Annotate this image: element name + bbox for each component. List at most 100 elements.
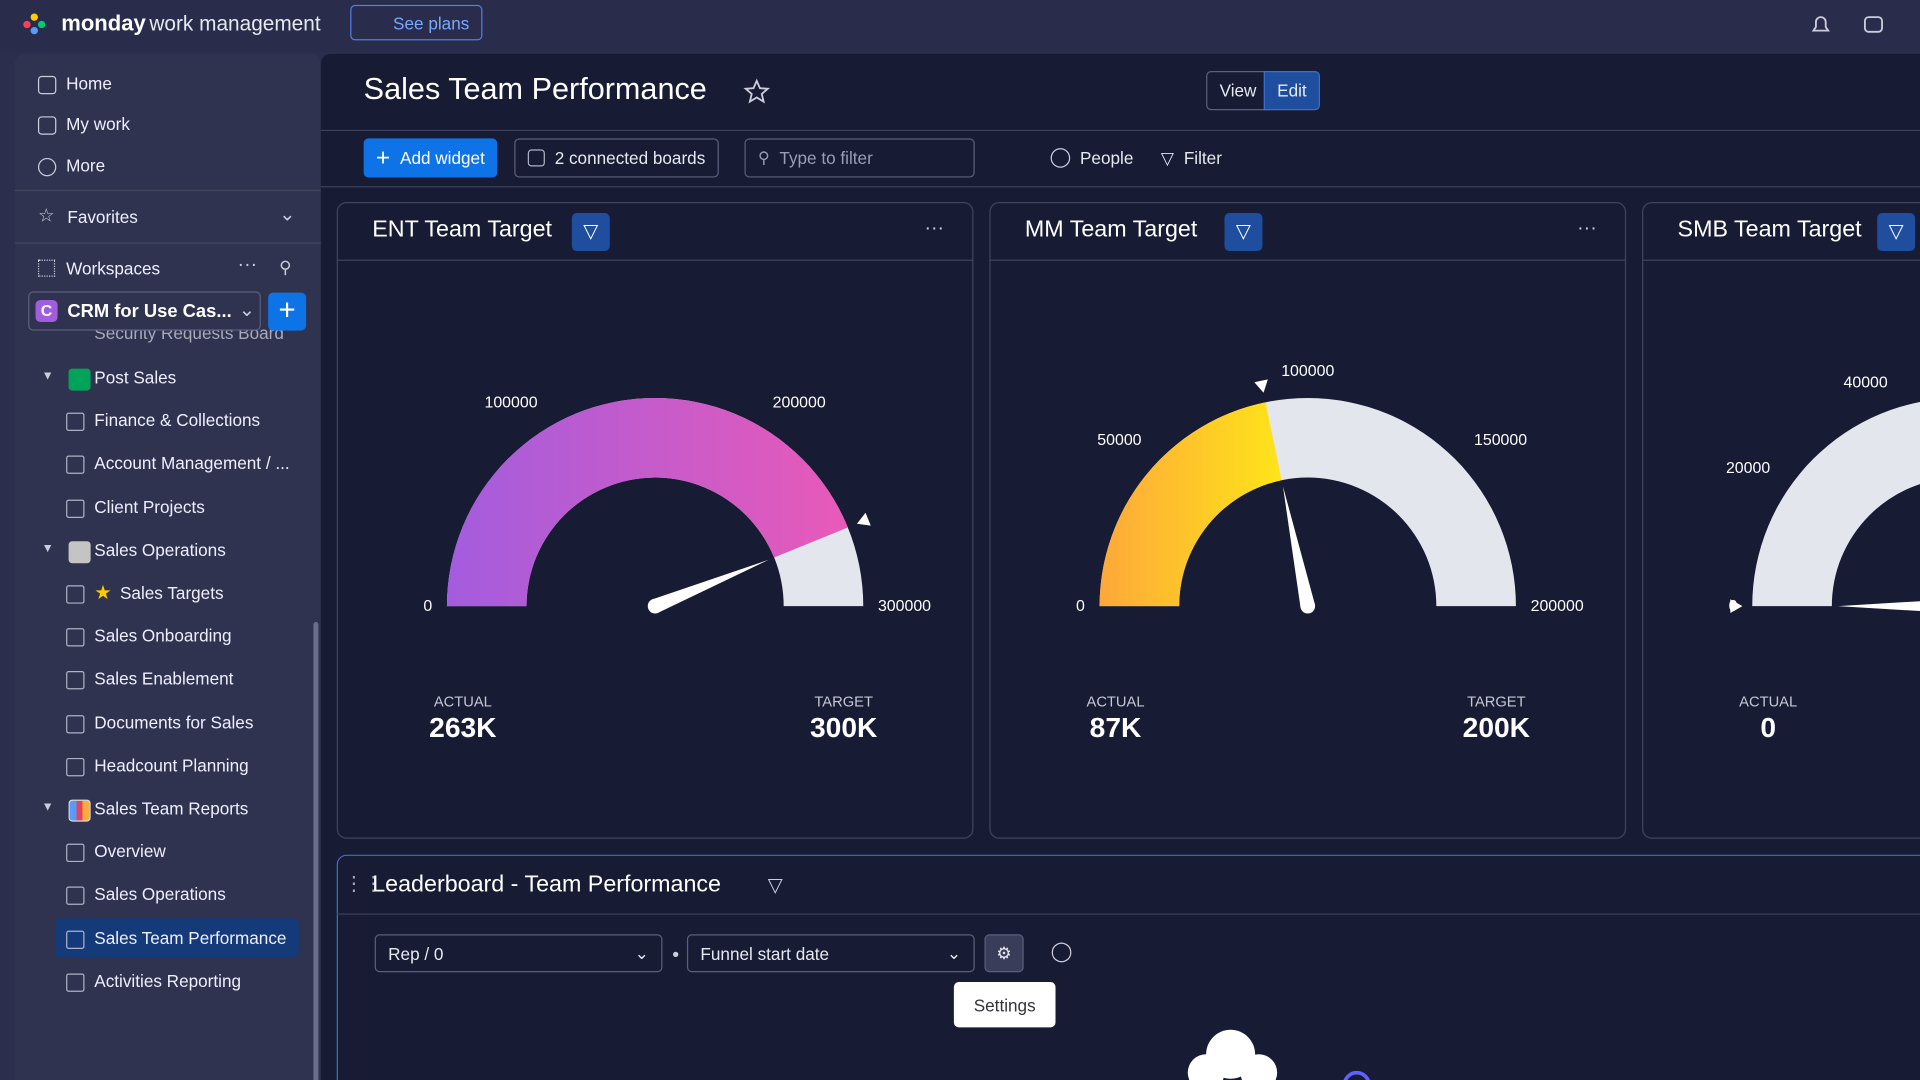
actual-value: 0: [1760, 711, 1776, 744]
board-icon: [66, 499, 85, 518]
target-label: TARGET: [814, 693, 873, 711]
widget-card: [989, 202, 1627, 839]
widget-menu[interactable]: ···: [924, 217, 945, 239]
widget-title: ENT Team Target: [372, 216, 552, 243]
gauge-tick-label: 40000: [1844, 374, 1888, 391]
more-icon: ···: [237, 254, 258, 276]
workspace-select[interactable]: [28, 291, 261, 331]
board-item[interactable]: Headcount Planning: [94, 755, 249, 775]
scrollbar: [313, 622, 319, 1080]
star-icon: ☆: [37, 205, 55, 227]
board-icon: [66, 887, 85, 906]
empty-illustration: [1187, 1029, 1370, 1080]
board-icon: [66, 714, 85, 733]
chat-icon[interactable]: ◯: [1050, 941, 1073, 963]
widget-menu[interactable]: ···: [1577, 217, 1597, 239]
group-icon: [68, 540, 91, 564]
filter-input[interactable]: ⚲ Type to filter: [744, 138, 975, 178]
board-icon: [66, 973, 85, 992]
gauge-tick-label: 20000: [1726, 460, 1770, 477]
see-plans-button[interactable]: See plans: [350, 4, 483, 41]
gauge-tick-label: 200000: [1531, 598, 1584, 615]
gauge-tick-label: 100000: [1281, 363, 1334, 380]
board-item[interactable]: Sales Onboarding: [94, 625, 232, 646]
divider: [336, 259, 974, 261]
board-item[interactable]: Activities Reporting: [94, 970, 242, 991]
people-button[interactable]: People: [1038, 138, 1145, 177]
logo: [20, 7, 49, 36]
star-icon[interactable]: [743, 78, 771, 105]
board-item[interactable]: Sales Team Performance: [94, 927, 287, 948]
target-label: TARGET: [1467, 693, 1526, 711]
nav-item[interactable]: More: [66, 155, 106, 175]
brand: monday: [61, 11, 146, 36]
divider: [320, 129, 1920, 132]
actual-marker: [856, 512, 871, 526]
group-name[interactable]: Post Sales: [94, 367, 177, 387]
board-icon: [66, 930, 85, 949]
divider: [989, 259, 1627, 261]
drag-handle[interactable]: ⋮⋮: [344, 874, 384, 896]
edit-label: Edit: [1277, 80, 1307, 101]
group-by-select[interactable]: Rep / 0 ⌄: [374, 934, 663, 973]
collapse-arrow: ▼: [41, 369, 54, 384]
group-name[interactable]: Sales Operations: [94, 539, 226, 560]
actual-value: 263K: [429, 711, 497, 744]
date-field-select[interactable]: Funnel start date ⌄: [686, 934, 975, 973]
connected-boards-button[interactable]: 2 connected boards: [514, 138, 719, 178]
edit-button[interactable]: Edit: [1263, 71, 1321, 111]
grid-icon: [37, 259, 56, 277]
tooltip: Settings: [953, 982, 1056, 1028]
needle-hub: [1300, 598, 1316, 614]
plus-icon: +: [375, 143, 391, 171]
filter-button[interactable]: ▽ Filter: [1149, 138, 1235, 177]
dot: •: [672, 945, 680, 967]
widget-filter-button[interactable]: ▽: [571, 213, 610, 252]
search-icon: ⚲: [279, 257, 292, 277]
nav-item[interactable]: My work: [66, 114, 130, 134]
gauge-tick-label: 300000: [878, 598, 931, 615]
actual-marker: [1730, 599, 1743, 614]
board-item[interactable]: Client Projects: [94, 496, 205, 517]
actual-marker: [1254, 379, 1268, 393]
board-item[interactable]: Sales Targets: [120, 582, 224, 603]
add-button[interactable]: +: [268, 292, 307, 331]
see-plans-label: See plans: [393, 12, 470, 33]
gauge: 0 100000 200000 300000: [423, 394, 931, 615]
chevron: ⌄: [279, 204, 296, 226]
date-field-label: Funnel start date: [700, 943, 830, 964]
widget-title: SMB Team Target: [1677, 216, 1862, 243]
gear-icon: ⚙: [996, 942, 1012, 963]
actual-label: ACTUAL: [433, 693, 492, 711]
board-item[interactable]: Documents for Sales: [94, 712, 254, 732]
board-item[interactable]: Sales Operations: [94, 884, 226, 905]
board-icon: [66, 757, 85, 777]
settings-button[interactable]: ⚙: [984, 934, 1024, 973]
view-button[interactable]: View: [1206, 71, 1270, 111]
nav-item[interactable]: Home: [66, 73, 112, 94]
board-item[interactable]: Account Management / ...: [94, 453, 290, 474]
board-icon: [66, 455, 85, 475]
collapse-arrow: ▼: [41, 542, 54, 556]
group-name[interactable]: Sales Team Reports: [94, 798, 249, 818]
group-icon: [68, 368, 91, 391]
leaderboard-filter-icon[interactable]: ▽: [767, 875, 783, 897]
gauge-tick-label: 50000: [1097, 432, 1141, 449]
widget-filter-button[interactable]: ▽: [1224, 213, 1263, 252]
board-item[interactable]: Finance & Collections: [94, 410, 261, 431]
board-item[interactable]: Sales Enablement: [94, 669, 234, 689]
connected-boards-label: 2 connected boards: [554, 148, 706, 168]
favorites[interactable]: Favorites: [67, 206, 138, 227]
workspace-initial: C: [35, 300, 58, 323]
divider: [14, 189, 321, 192]
widget-filter-button[interactable]: ▽: [1877, 213, 1916, 252]
board-item[interactable]: Overview: [94, 841, 166, 862]
actual-label: ACTUAL: [1086, 693, 1145, 711]
gauge-tick-label: 150000: [1474, 432, 1527, 449]
actual-label: ACTUAL: [1739, 693, 1798, 711]
chevron: ⌄: [634, 942, 649, 963]
add-widget-button[interactable]: + Add widget: [363, 138, 498, 178]
board-icon: [66, 412, 85, 432]
filter-icon: ▽: [1160, 147, 1175, 168]
